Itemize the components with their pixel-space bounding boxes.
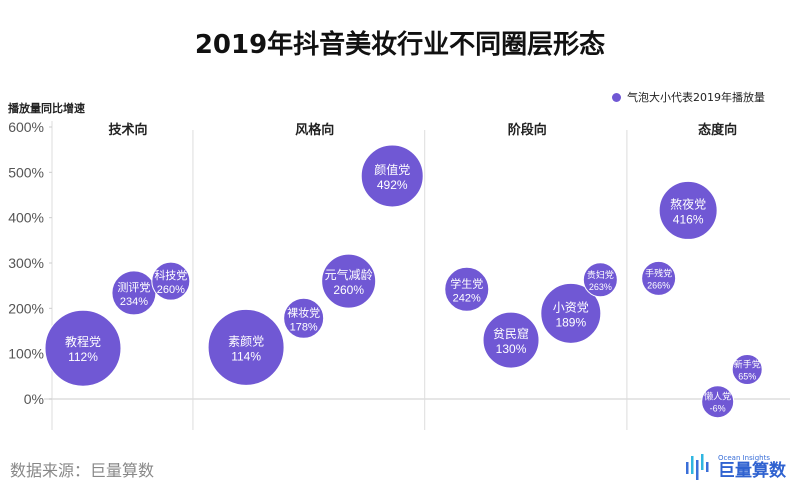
bubble-name: 新手党 [734,359,761,371]
bubble [444,266,490,312]
legend: 气泡大小代表2019年播放量 [612,89,765,105]
bubble [582,262,618,298]
bubble-name: 教程党 [65,334,101,349]
logo-subtitle: Ocean Insights [718,454,770,462]
bubble-name: 手残党 [645,267,672,279]
bubble [540,282,602,344]
bubble [731,354,763,386]
bubble [151,261,191,301]
bubble-value: 112% [68,350,98,364]
bubble-name: 学生党 [450,276,483,290]
bubble-value: 260% [157,284,185,296]
bubble-value: 266% [647,280,670,290]
bubble-name: 素颜党 [228,333,264,348]
logo-name: 巨量算数 [718,461,786,481]
legend-dot-icon [612,92,621,102]
bubble [701,385,735,419]
legend-label: 气泡大小代表2019年播放量 [627,91,765,104]
bubble-name: 元气减龄 [325,267,373,282]
bubble-value: 492% [377,178,408,192]
bubble [283,297,325,339]
bubble-value: 130% [496,342,527,356]
bubble-name: 贵妇党 [587,269,614,281]
bubble-name: 贫民窟 [493,326,529,341]
bubble [360,144,424,208]
bubble-name: 测评党 [117,281,150,294]
bubble [641,260,677,296]
group-label: 态度向 [698,122,737,138]
bubble-value: 242% [453,292,481,304]
group-label: 风格向 [295,122,334,138]
bubble [658,180,718,240]
bubble-value: 114% [231,349,261,363]
group-label: 技术向 [109,122,148,138]
y-tick-label: 400% [8,210,44,226]
bubble-value: 234% [120,296,148,308]
logo-bars-icon [686,454,709,480]
logo: Ocean Insights 巨量算数 [684,452,786,482]
y-tick-label: 100% [8,346,44,362]
bubble [482,311,540,369]
bubble-value: 263% [589,282,612,292]
bubble-name: 裸妆党 [287,305,320,319]
bubble-value: -6% [710,404,726,414]
y-tick-label: 300% [8,255,44,271]
bubble [44,309,122,387]
bubble-name: 熬夜党 [670,196,706,211]
bubble-value: 416% [673,212,704,226]
chart-title: 2019年抖音美妆行业不同圈层形态 [194,30,606,60]
bubble [321,253,377,309]
y-axis-label: 播放量同比增速 [8,102,85,115]
bubble-name: 懒人党 [704,391,731,403]
bubble [207,308,285,386]
group-label: 阶段向 [508,122,547,138]
bubble-value: 178% [290,321,318,333]
data-source: 数据来源：巨量算数 [10,461,155,480]
y-tick-label: 0% [24,391,44,407]
y-tick-label: 600% [8,119,44,135]
y-tick-label: 200% [8,300,44,316]
bubble-value: 260% [333,283,364,297]
bubble-name: 科技党 [154,268,187,282]
bubble-name: 小资党 [553,299,589,314]
bubble-name: 颜值党 [374,162,410,177]
y-tick-label: 500% [8,164,44,180]
bubble-value: 189% [555,315,586,329]
bubble-value: 65% [738,372,756,382]
